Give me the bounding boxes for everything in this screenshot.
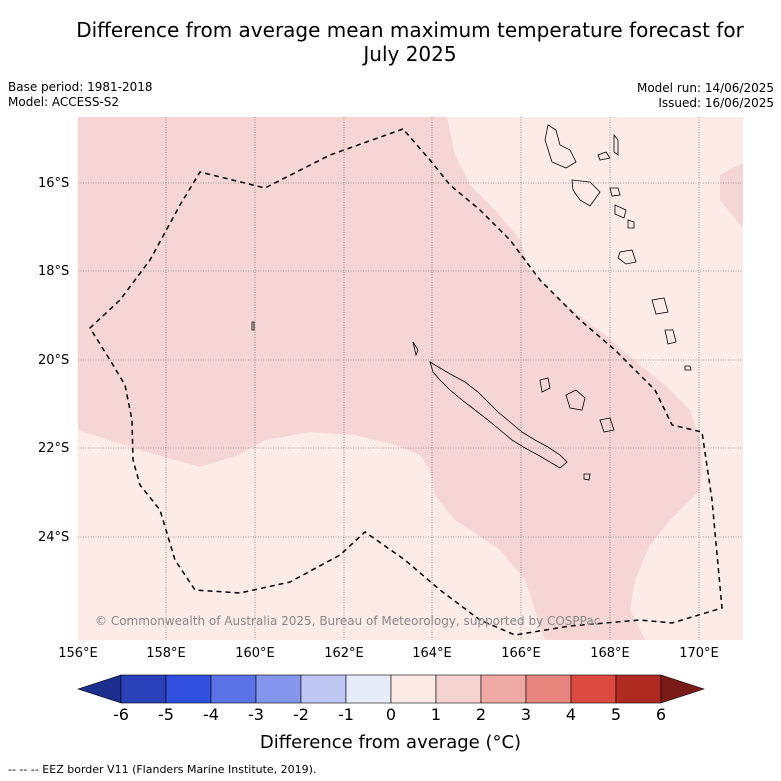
grid-lines: [78, 117, 743, 640]
lon-label-168e: 168°E: [590, 646, 630, 661]
colorbar-bin-2: [165, 674, 212, 704]
colorbar-extend-high: [660, 674, 705, 704]
colorbar-tick: -4: [203, 705, 219, 724]
colorbar-bin-6: [345, 674, 392, 704]
small-islands: [251, 321, 615, 481]
model-name: Model: ACCESS-S2: [8, 95, 120, 109]
title-line-2: July 2025: [363, 42, 457, 66]
eez-border: [89, 128, 723, 636]
colorbar-bin-12: [615, 674, 662, 704]
lat-label-24s: 24°S: [38, 530, 70, 545]
colorbar-bin-5: [300, 674, 347, 704]
colorbar-bin-11: [570, 674, 617, 704]
new-caledonia-island: [429, 361, 568, 469]
vanuatu-islands: [544, 124, 692, 371]
colorbar: [77, 674, 705, 704]
colorbar-bin-4: [255, 674, 302, 704]
colorbar-tick: -1: [338, 705, 354, 724]
lon-label-160e: 160°E: [235, 646, 275, 661]
lat-label-18s: 18°S: [38, 264, 70, 279]
warm-anomaly-east: [720, 163, 743, 228]
lon-label-162e: 162°E: [324, 646, 364, 661]
meta-right: Model run: 14/06/2025 Issued: 16/06/2025: [637, 81, 774, 111]
model-run: Model run: 14/06/2025: [636, 81, 774, 95]
lat-label-20s: 20°S: [38, 353, 70, 368]
colorbar-tick: -2: [293, 705, 309, 724]
colorbar-bin-3: [210, 674, 257, 704]
title-line-1: Difference from average mean maximum tem…: [76, 18, 744, 42]
meta-left: Base period: 1981-2018 Model: ACCESS-S2: [8, 80, 153, 110]
colorbar-tick: -5: [158, 705, 174, 724]
warm-anomaly-region: [78, 117, 702, 640]
colorbar-bin-9: [480, 674, 527, 704]
colorbar-extend-low: [77, 674, 122, 704]
issued-date: Issued: 16/06/2025: [658, 96, 774, 110]
eez-footnote: -- -- -- EEZ border V11 (Flanders Marine…: [8, 763, 317, 776]
lon-label-158e: 158°E: [146, 646, 186, 661]
colorbar-label: Difference from average (°C): [259, 732, 522, 753]
chart-title: Difference from average mean maximum tem…: [40, 18, 780, 66]
lat-label-22s: 22°S: [38, 441, 70, 456]
colorbar-tick: 6: [655, 705, 667, 724]
colorbar-bin-8: [435, 674, 482, 704]
colorbar-bin-1: [120, 674, 167, 704]
colorbar-tick: 1: [430, 705, 442, 724]
lon-label-170e: 170°E: [679, 646, 719, 661]
colorbar-tick: 3: [520, 705, 532, 724]
colorbar-tick: 0: [385, 705, 397, 724]
lon-label-166e: 166°E: [501, 646, 541, 661]
colorbar-tick: 4: [565, 705, 577, 724]
copyright-notice: © Commonwealth of Australia 2025, Bureau…: [95, 614, 601, 628]
lon-label-156e: 156°E: [58, 646, 98, 661]
colorbar-tick: 5: [610, 705, 622, 724]
colorbar-bin-7: [390, 674, 437, 704]
colorbar-tick: 2: [475, 705, 487, 724]
lon-label-164e: 164°E: [412, 646, 452, 661]
base-period: Base period: 1981-2018: [8, 80, 153, 94]
lat-label-16s: 16°S: [38, 176, 70, 191]
colorbar-tick: -6: [113, 705, 129, 724]
colorbar-tick: -3: [248, 705, 264, 724]
colorbar-bin-10: [525, 674, 572, 704]
